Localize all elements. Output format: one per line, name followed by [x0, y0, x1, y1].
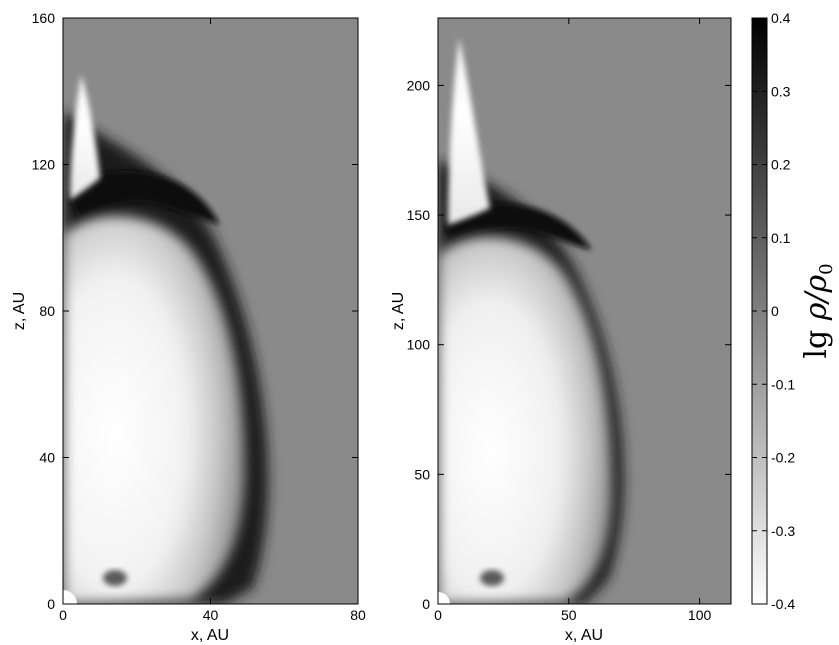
colorbar-title-sub: 0 [816, 263, 837, 274]
colorbar-tick-label: -0.1 [771, 376, 795, 392]
colorbar-tick-label: -0.2 [771, 450, 795, 466]
right-axes: 0 50 100 0 50 100 150 200 [407, 18, 731, 623]
right-xlabel: x, AU [565, 627, 603, 644]
left-inner-sphere [63, 590, 77, 604]
colorbar-tick-label: -0.3 [771, 523, 795, 539]
left-xlabel: x, AU [191, 627, 229, 644]
left-axes: 0 40 80 0 40 80 120 160 [32, 10, 366, 623]
right-cap [445, 203, 592, 250]
left-x-tick-label: 80 [350, 607, 366, 623]
left-cap [70, 170, 220, 225]
right-ylabel: z, AU [390, 292, 407, 330]
right-heatmap [438, 18, 731, 604]
right-jet [448, 38, 490, 225]
colorbar-title-math: ρ/ρ [799, 275, 834, 322]
left-heatmap [63, 18, 358, 604]
colorbar-title: lg ρ/ρ0 [799, 263, 837, 358]
colorbar-title-main: lg [799, 320, 834, 358]
colorbar-tick-label: 0 [771, 303, 779, 319]
colorbar: 0.40.30.20.10-0.1-0.2-0.3-0.4 lg ρ/ρ0 [751, 10, 837, 612]
right-x-tick-label: 100 [688, 607, 712, 623]
right-y-tick-label: 0 [422, 596, 430, 612]
left-y-tick-label: 80 [39, 303, 55, 319]
right-y-tick-label: 200 [407, 77, 431, 93]
right-x-tick-label: 50 [561, 607, 577, 623]
right-panel: 0 50 100 0 50 100 150 200 x, AU z, AU [390, 17, 732, 644]
colorbar-tick-label: -0.4 [771, 596, 795, 612]
colorbar-tick-label: 0.2 [771, 157, 791, 173]
right-cloud [438, 236, 612, 604]
right-dark-knot [480, 570, 504, 586]
left-ylabel: z, AU [11, 292, 28, 330]
left-dark-knot [103, 570, 127, 586]
colorbar-tick-label: 0.3 [771, 83, 791, 99]
left-y-tick-label: 0 [47, 596, 55, 612]
left-panel: 0 40 80 0 40 80 120 160 x, AU z, AU [11, 10, 366, 644]
colorbar-ticks: 0.4 0.3 0.2 0.1 0 -0.1 -0.2 -0.3 -0.4 [752, 10, 795, 612]
left-x-tick-label: 40 [203, 607, 219, 623]
left-y-tick-label: 120 [32, 157, 56, 173]
right-y-tick-label: 50 [414, 466, 430, 482]
colorbar-tick-label: 0.1 [771, 230, 791, 246]
left-x-tick-label: 0 [59, 607, 67, 623]
left-jet [70, 75, 100, 200]
right-y-tick-label: 150 [407, 207, 431, 223]
left-y-tick-label: 160 [32, 10, 56, 26]
right-inner-sphere [438, 592, 450, 604]
left-cloud [63, 215, 245, 604]
right-frame [437, 17, 732, 605]
right-y-tick-label: 100 [407, 337, 431, 353]
colorbar-tick-label: 0.4 [771, 10, 791, 26]
left-y-tick-label: 40 [39, 450, 55, 466]
right-x-tick-label: 0 [434, 607, 442, 623]
